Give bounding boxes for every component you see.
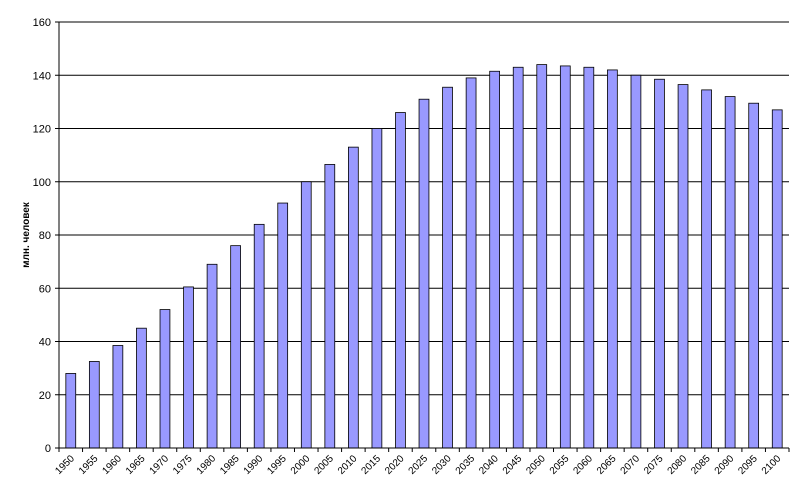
x-tick-label: 2020 [383,453,407,477]
bar-2045 [512,66,524,449]
bar-2075 [654,78,665,449]
x-tick-label: 1985 [218,453,242,477]
x-tick-label: 2055 [548,453,572,477]
bar-2065 [607,69,618,449]
x-tick-label: 2080 [666,453,690,477]
x-tick-label: 2100 [760,453,784,477]
x-tick-label: 2040 [477,453,501,477]
x-tick-label: 2070 [619,453,643,477]
bar-1985 [230,245,241,449]
bar-2085 [701,89,712,449]
bar-1960 [112,345,124,449]
x-tick-label: 2015 [360,453,384,477]
y-tick-label: 20 [39,390,51,402]
y-tick-label: 140 [33,70,51,82]
bar-2025 [418,98,430,449]
y-tick-label: 120 [33,124,51,136]
x-tick-label: 1975 [171,453,195,477]
bar-2030 [442,86,453,449]
bar-2100 [771,109,783,449]
x-tick-label: 1970 [148,453,172,477]
x-tick-label: 1960 [100,453,124,477]
x-tick-label: 2050 [524,453,548,477]
y-tick-label: 80 [39,230,51,242]
y-tick-label: 40 [39,337,51,349]
x-tick-label: 2025 [407,453,431,477]
x-tick-label: 1955 [77,453,101,477]
x-tick-label: 2095 [736,453,760,477]
bar-2090 [724,96,736,449]
x-tick-label: 2000 [289,453,313,477]
bar-2095 [748,102,760,449]
y-axis-label: млн. человек [21,201,32,268]
x-tick-label: 2045 [501,453,525,477]
x-tick-label: 2085 [689,453,713,477]
bar-1955 [88,361,100,449]
bar-1965 [136,327,147,449]
x-tick-label: 1950 [53,453,77,477]
bar-2040 [489,70,500,449]
x-tick-label: 2035 [454,453,478,477]
x-tick-labels: 1950 1955 1960 1965 1970 1975 1980 1985 1990 1995… [53,453,783,477]
y-tick-label: 0 [45,443,51,455]
x-tick-label: 1980 [195,453,219,477]
bar-1995 [277,202,289,449]
bar-2080 [677,84,689,449]
x-tick-label: 2060 [571,453,595,477]
x-tick-label: 2065 [595,453,619,477]
x-tick-label: 2010 [336,453,360,477]
x-tick-label: 2090 [713,453,737,477]
x-tick-label: 2075 [642,453,666,477]
bars-layer [65,64,783,449]
x-tick-label: 1965 [124,453,148,477]
x-tick-label: 2005 [312,453,336,477]
bar-2060 [583,66,595,449]
bar-1990 [253,223,265,449]
bar-1980 [206,263,218,449]
bar-2035 [465,77,477,449]
y-tick-label: 60 [39,283,51,295]
bar-1975 [183,286,194,449]
bar-2010 [348,146,359,449]
bar-2055 [559,65,571,449]
x-tick-label: 2030 [430,453,454,477]
bar-1950 [65,373,77,449]
y-tick-label: 100 [33,177,51,189]
bar-2015 [371,128,383,449]
y-tick-label: 160 [33,17,51,29]
bar-2070 [630,74,642,449]
bar-1970 [159,309,171,449]
axes-layer [55,21,790,452]
y-tick-labels: 0 20 40 60 80 100 120 140 160 [33,17,51,455]
bar-2050 [536,64,548,449]
x-tick-label: 1995 [265,453,289,477]
bar-2005 [324,164,336,449]
x-tick-label: 1990 [242,453,266,477]
bar-2000 [300,181,312,449]
bar-2020 [395,112,406,449]
